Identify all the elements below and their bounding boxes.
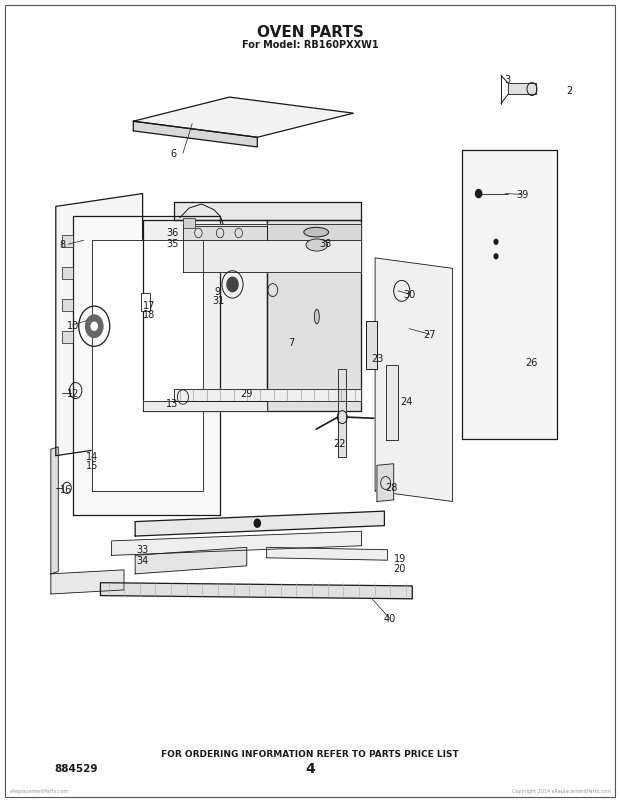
Text: 24: 24 bbox=[400, 397, 412, 406]
Text: OVEN PARTS: OVEN PARTS bbox=[257, 25, 363, 39]
Polygon shape bbox=[386, 365, 398, 440]
Polygon shape bbox=[375, 259, 453, 502]
Circle shape bbox=[494, 255, 498, 259]
Circle shape bbox=[86, 316, 103, 338]
Bar bbox=[62, 332, 73, 344]
Text: 39: 39 bbox=[516, 190, 529, 200]
Text: 13: 13 bbox=[166, 398, 179, 408]
Bar bbox=[62, 235, 73, 247]
Circle shape bbox=[476, 190, 482, 198]
Bar bbox=[183, 219, 195, 229]
Circle shape bbox=[227, 278, 238, 292]
Ellipse shape bbox=[314, 310, 319, 324]
Text: 20: 20 bbox=[394, 564, 406, 573]
Text: 884529: 884529 bbox=[55, 763, 98, 772]
Text: 40: 40 bbox=[383, 613, 396, 623]
Polygon shape bbox=[183, 225, 361, 273]
Polygon shape bbox=[143, 402, 267, 411]
Polygon shape bbox=[143, 221, 267, 411]
Polygon shape bbox=[92, 241, 203, 491]
Text: 14: 14 bbox=[86, 451, 98, 461]
Polygon shape bbox=[135, 548, 247, 574]
Polygon shape bbox=[267, 221, 361, 411]
Polygon shape bbox=[267, 548, 388, 560]
Text: 23: 23 bbox=[371, 354, 383, 364]
Text: 34: 34 bbox=[136, 556, 149, 565]
Bar bbox=[141, 294, 150, 312]
Polygon shape bbox=[112, 532, 361, 556]
Bar bbox=[62, 300, 73, 312]
Polygon shape bbox=[338, 369, 346, 458]
Text: 19: 19 bbox=[394, 553, 406, 563]
Text: 30: 30 bbox=[404, 290, 416, 300]
Circle shape bbox=[91, 323, 97, 331]
Polygon shape bbox=[51, 447, 58, 574]
Text: 8: 8 bbox=[59, 240, 65, 250]
Text: 6: 6 bbox=[170, 149, 177, 159]
Ellipse shape bbox=[306, 240, 327, 252]
Text: 15: 15 bbox=[86, 461, 98, 471]
Text: 16: 16 bbox=[60, 485, 73, 495]
Text: Copyright 2014 eReplacementParts.com: Copyright 2014 eReplacementParts.com bbox=[512, 788, 611, 793]
Text: For Model: RB160PXXW1: For Model: RB160PXXW1 bbox=[242, 40, 378, 50]
Text: 27: 27 bbox=[423, 330, 436, 340]
Polygon shape bbox=[462, 151, 557, 439]
Polygon shape bbox=[174, 202, 361, 221]
Polygon shape bbox=[133, 98, 353, 138]
Text: FOR ORDERING INFORMATION REFER TO PARTS PRICE LIST: FOR ORDERING INFORMATION REFER TO PARTS … bbox=[161, 748, 459, 758]
Text: 31: 31 bbox=[212, 296, 224, 306]
Polygon shape bbox=[133, 122, 257, 148]
Text: eReplacementParts.com: eReplacementParts.com bbox=[207, 367, 351, 380]
Text: 22: 22 bbox=[334, 438, 346, 448]
Ellipse shape bbox=[304, 228, 329, 238]
Text: 2: 2 bbox=[566, 86, 572, 96]
Text: 7: 7 bbox=[288, 338, 294, 348]
Text: 17: 17 bbox=[143, 300, 155, 310]
Polygon shape bbox=[508, 84, 536, 95]
Text: 28: 28 bbox=[386, 483, 398, 492]
Text: 38: 38 bbox=[319, 238, 332, 248]
Polygon shape bbox=[56, 194, 143, 456]
Polygon shape bbox=[174, 389, 361, 402]
Text: 12: 12 bbox=[67, 389, 79, 398]
Text: 35: 35 bbox=[166, 238, 179, 248]
Text: 3: 3 bbox=[504, 75, 510, 85]
Polygon shape bbox=[73, 217, 220, 516]
Text: eReplacementParts.com: eReplacementParts.com bbox=[9, 788, 69, 793]
Text: 26: 26 bbox=[525, 358, 538, 368]
Bar bbox=[62, 267, 73, 279]
Text: 36: 36 bbox=[166, 228, 179, 238]
Polygon shape bbox=[135, 512, 384, 536]
Text: 10: 10 bbox=[67, 320, 79, 330]
Text: 29: 29 bbox=[241, 389, 253, 398]
Text: 18: 18 bbox=[143, 310, 155, 320]
Circle shape bbox=[254, 520, 260, 528]
Text: 9: 9 bbox=[214, 287, 220, 296]
Polygon shape bbox=[183, 226, 267, 241]
Circle shape bbox=[494, 240, 498, 245]
Polygon shape bbox=[51, 570, 124, 594]
Polygon shape bbox=[377, 464, 394, 502]
Bar bbox=[366, 321, 377, 369]
Polygon shape bbox=[100, 583, 412, 599]
Polygon shape bbox=[267, 225, 361, 241]
Text: 33: 33 bbox=[136, 544, 149, 554]
Text: 4: 4 bbox=[305, 760, 315, 775]
